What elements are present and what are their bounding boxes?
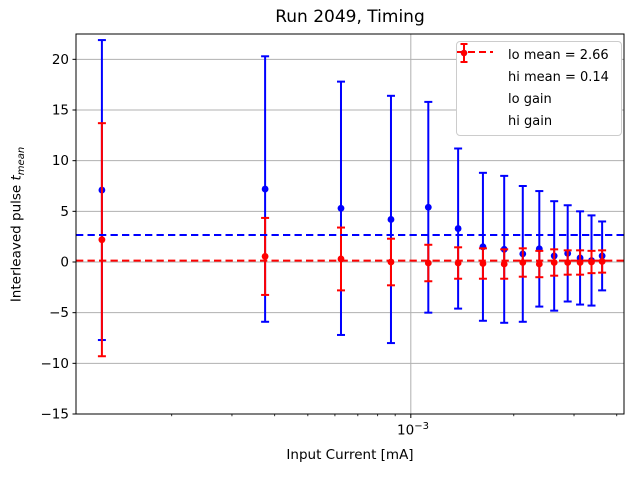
data-point <box>454 225 462 232</box>
y-tick-label: −5 <box>49 305 69 321</box>
x-major-tick-label: 10−3 <box>390 421 436 439</box>
data-point <box>387 216 395 223</box>
y-tick-label: 15 <box>52 103 69 119</box>
legend-label: lo mean = 2.66 <box>508 48 609 64</box>
data-point <box>588 258 595 266</box>
data-point <box>479 260 487 267</box>
y-axis-label: Interleaved pulse tmean <box>9 75 28 375</box>
legend: lo mean = 2.66 hi mean = 0.14 lo gain hi ga… <box>456 41 622 136</box>
axis-ticks: −15 −10 −5 0 5 10 15 20 <box>41 52 618 423</box>
data-point <box>98 236 106 244</box>
legend-item: hi gain <box>460 43 614 132</box>
y-tick-label: −10 <box>41 356 70 372</box>
legend-item: lo gain <box>460 43 614 111</box>
x-axis-label: Input Current [mA] <box>286 447 414 463</box>
y-axis-label-var: t <box>8 175 25 181</box>
plot-border <box>75 33 625 415</box>
y-tick-label: −15 <box>41 407 70 423</box>
legend-label: hi gain <box>508 113 553 129</box>
legend-item: hi mean = 0.14 <box>457 51 614 89</box>
x-tick-base: 10 <box>397 422 415 439</box>
data-point <box>261 253 269 260</box>
y-axis-label-text: Interleaved pulse <box>8 180 25 303</box>
legend-label: lo gain <box>508 91 552 107</box>
data-point <box>424 203 432 211</box>
data-point <box>535 260 543 268</box>
data-point <box>519 259 527 266</box>
data-point <box>337 204 345 212</box>
data-point <box>261 185 269 193</box>
data-point <box>576 259 584 266</box>
data-point <box>500 260 508 268</box>
y-tick-label: 10 <box>52 153 69 169</box>
x-tick-exponent: −3 <box>414 421 429 432</box>
gridlines <box>76 34 624 414</box>
y-axis-label-sub: mean <box>16 146 28 176</box>
y-tick-label: 20 <box>52 52 69 68</box>
y-tick-label: 0 <box>60 255 69 271</box>
chart-title: Run 2049, Timing <box>275 7 425 27</box>
y-tick-label: 5 <box>60 204 69 220</box>
series-hi-gain <box>97 122 607 358</box>
legend-label: hi mean = 0.14 <box>508 70 609 86</box>
